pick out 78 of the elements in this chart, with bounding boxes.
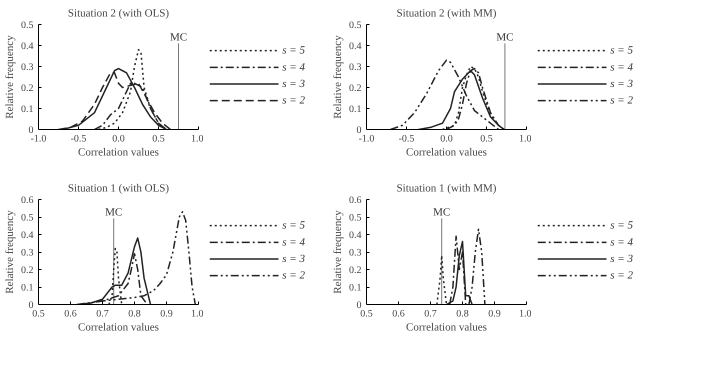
text: s = 3 <box>282 78 306 90</box>
ref-line-label: MC <box>105 206 122 218</box>
x-tick-label: -1.0 <box>30 134 46 144</box>
x-axis-title: Correlation values <box>406 322 487 334</box>
y-tick-label: 0.4 <box>21 230 34 241</box>
chart-title: Situation 1 (with MM) <box>396 182 497 194</box>
x-tick-label: 0.5 <box>152 134 165 144</box>
x-tick-label: -0.5 <box>398 134 414 144</box>
x-tick-label: -1.0 <box>358 134 374 144</box>
y-tick-label: 0.5 <box>349 212 362 224</box>
y-tick-label: 0 <box>28 300 34 311</box>
x-tick-label: 0.8 <box>128 308 141 320</box>
text: s = 2 <box>282 270 306 282</box>
chart-title: Situation 2 (with OLS) <box>68 8 170 20</box>
text: s = 3 <box>610 78 634 90</box>
chart-title: Situation 2 (with MM) <box>396 8 497 20</box>
y-tick-label: 0 <box>356 300 362 311</box>
y-tick-label: 0.5 <box>349 20 362 31</box>
text: s = 4 <box>610 61 634 74</box>
x-axis-title: Correlation values <box>78 322 159 334</box>
x-tick-label: 1.0 <box>519 308 532 320</box>
x-tick-label: 0.0 <box>440 134 453 144</box>
text: s = 4 <box>610 236 634 248</box>
chart-title: Situation 1 (with OLS) <box>68 182 170 194</box>
y-tick-label: 0.3 <box>349 248 362 258</box>
y-tick-label: 0.2 <box>21 83 34 94</box>
text: s = 5 <box>282 44 306 57</box>
text: s = 2 <box>610 270 634 282</box>
y-tick-label: 0.1 <box>349 282 362 294</box>
y-tick-label: 0.2 <box>349 265 362 276</box>
text: s = 5 <box>610 44 634 57</box>
x-axis-title: Correlation values <box>406 146 487 158</box>
text: s = 5 <box>282 220 306 232</box>
text: s = 4 <box>282 61 306 74</box>
y-tick-label: 0.1 <box>349 104 362 115</box>
ref-line-label: MC <box>170 31 188 44</box>
x-tick-label: 0.0 <box>112 134 125 144</box>
x-tick-label: 0.6 <box>64 308 77 320</box>
y-tick-label: 0.4 <box>349 41 362 52</box>
x-tick-label: 1.0 <box>519 134 532 144</box>
y-tick-label: 0.4 <box>21 41 34 52</box>
text: s = 3 <box>610 253 634 265</box>
y-tick-label: 0.5 <box>21 212 34 224</box>
y-tick-label: 0.2 <box>349 83 362 94</box>
y-axis-title: Relative frequency <box>4 210 16 294</box>
text: s = 5 <box>610 220 634 232</box>
x-tick-label: -0.5 <box>70 134 86 144</box>
x-tick-label: 0.8 <box>456 308 469 320</box>
x-tick-label: 0.7 <box>424 308 437 320</box>
y-axis-title: Relative frequency <box>4 34 16 119</box>
y-tick-label: 0.6 <box>349 195 362 206</box>
x-tick-label: 0.6 <box>392 308 405 320</box>
x-tick-label: 0.7 <box>96 308 109 320</box>
x-tick-label: 0.9 <box>488 308 501 320</box>
y-tick-label: 0 <box>28 125 34 136</box>
y-tick-label: 0.3 <box>21 62 34 73</box>
y-tick-label: 0.1 <box>21 104 34 115</box>
y-tick-label: 0.2 <box>21 265 34 276</box>
y-tick-label: 0 <box>356 125 362 136</box>
y-tick-label: 0.5 <box>21 20 34 31</box>
y-axis-title: Relative frequency <box>332 34 344 119</box>
y-tick-label: 0.3 <box>349 62 362 73</box>
text: s = 2 <box>282 94 306 107</box>
x-tick-label: 0.5 <box>480 134 493 144</box>
y-tick-label: 0.4 <box>349 230 362 241</box>
ref-line-label: MC <box>433 206 450 218</box>
text: s = 2 <box>610 94 634 107</box>
y-tick-label: 0.6 <box>21 195 34 206</box>
ref-line-label: MC <box>496 31 514 44</box>
x-axis-title: Correlation values <box>78 146 159 158</box>
text: s = 3 <box>282 253 306 265</box>
x-tick-label: 1.0 <box>191 134 204 144</box>
y-tick-label: 0.1 <box>21 282 34 294</box>
x-tick-label: 1.0 <box>191 308 204 320</box>
text: s = 4 <box>282 236 306 248</box>
y-axis-title: Relative frequency <box>332 210 344 294</box>
y-tick-label: 0.3 <box>21 248 34 258</box>
x-tick-label: 0.9 <box>160 308 173 320</box>
